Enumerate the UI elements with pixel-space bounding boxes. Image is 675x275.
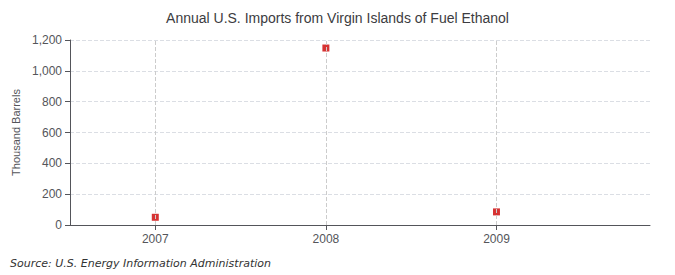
- svg-text:Source: U.S. Energy Informatio: Source: U.S. Energy Information Administ…: [10, 257, 271, 270]
- svg-text:400: 400: [42, 156, 62, 170]
- svg-text:2009: 2009: [483, 232, 510, 246]
- svg-text:200: 200: [42, 187, 62, 201]
- svg-text:Annual U.S. Imports from Virgi: Annual U.S. Imports from Virgin Islands …: [166, 10, 509, 26]
- svg-text:Thousand Barrels: Thousand Barrels: [10, 89, 22, 176]
- svg-text:800: 800: [42, 95, 62, 109]
- svg-text:1,000: 1,000: [32, 64, 62, 78]
- svg-text:0: 0: [55, 218, 62, 232]
- svg-text:1,200: 1,200: [32, 33, 62, 47]
- svg-text:2007: 2007: [142, 232, 169, 246]
- svg-text:600: 600: [42, 126, 62, 140]
- svg-text:2008: 2008: [313, 232, 340, 246]
